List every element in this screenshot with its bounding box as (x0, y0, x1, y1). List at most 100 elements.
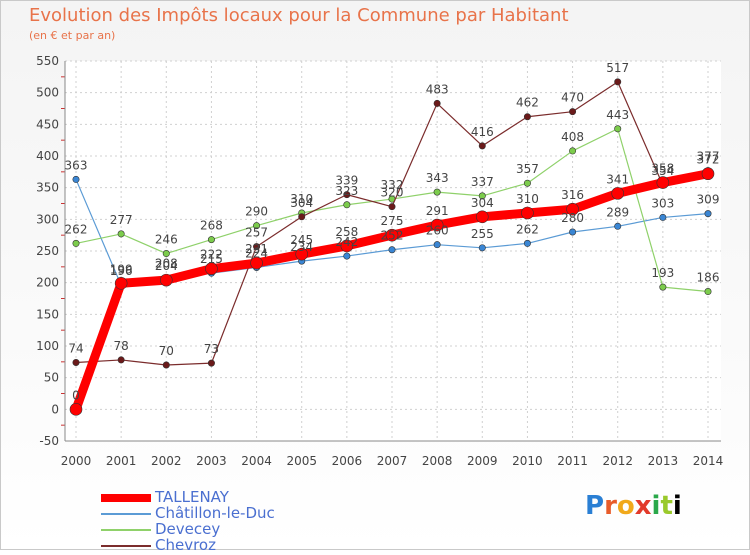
data-label-tallenay: 341 (606, 172, 629, 186)
y-tick-label: 250 (36, 244, 59, 258)
data-label-ch-tillon-le-duc: 224 (245, 246, 268, 260)
y-tick-label: 150 (36, 307, 59, 321)
point-tallenay (475, 210, 489, 224)
x-tick-label: 2002 (151, 454, 182, 468)
data-label-devecey: 290 (245, 205, 268, 219)
data-label-ch-tillon-le-duc: 309 (697, 193, 720, 207)
point-ch-tillon-le-duc (388, 246, 396, 254)
legend-swatch-devecey (101, 529, 151, 531)
point-devecey (117, 230, 125, 238)
data-label-tallenay: 310 (516, 192, 539, 206)
point-chevroz (72, 358, 80, 366)
data-label-chevroz: 74 (68, 341, 83, 355)
point-chevroz (207, 359, 215, 367)
point-tallenay (205, 262, 218, 276)
data-label-chevroz: 354 (651, 164, 674, 178)
point-ch-tillon-le-duc (433, 241, 441, 249)
point-devecey (207, 236, 215, 244)
legend-label-chatillon: Châtillon-le-Duc (155, 504, 275, 522)
data-label-tallenay: 316 (561, 188, 584, 202)
data-label-tallenay: 291 (426, 204, 449, 218)
point-devecey (478, 192, 486, 200)
data-label-tallenay: 231 (245, 242, 268, 256)
data-label-devecey: 310 (290, 192, 313, 206)
data-label-tallenay: 245 (290, 233, 313, 247)
point-chevroz (253, 243, 261, 251)
data-label-tallenay: 372 (697, 153, 720, 167)
data-label-ch-tillon-le-duc: 242 (335, 235, 358, 249)
point-tallenay (611, 187, 625, 200)
point-ch-tillon-le-duc (614, 222, 622, 230)
logo-letter: x (634, 491, 652, 521)
point-devecey (704, 288, 712, 296)
legend-label-tallenay: TALLENAY (155, 488, 229, 506)
point-tallenay (340, 239, 354, 253)
data-label-chevroz: 470 (561, 91, 584, 105)
point-devecey (569, 147, 577, 155)
data-label-chevroz: 73 (204, 342, 219, 356)
data-label-devecey: 262 (65, 222, 88, 236)
data-label-devecey: 343 (426, 171, 449, 185)
x-tick-label: 2003 (196, 454, 227, 468)
data-label-ch-tillon-le-duc: 234 (290, 240, 313, 254)
point-ch-tillon-le-duc (659, 213, 667, 221)
y-tick-label: 100 (36, 339, 59, 353)
point-tallenay (566, 202, 579, 216)
logo-letter: r (604, 491, 617, 521)
data-label-devecey: 332 (381, 178, 404, 192)
point-tallenay (159, 273, 173, 287)
data-label-ch-tillon-le-duc: 262 (516, 222, 539, 236)
point-chevroz (117, 356, 125, 364)
x-tick-label: 2010 (512, 454, 543, 468)
point-chevroz (298, 213, 306, 221)
point-tallenay (114, 276, 128, 290)
data-label-tallenay: 275 (381, 214, 404, 228)
legend-label-devecey: Devecey (155, 520, 221, 538)
point-devecey (433, 188, 441, 196)
x-tick-label: 2005 (286, 454, 317, 468)
point-devecey (253, 222, 261, 230)
data-label-devecey: 193 (651, 266, 674, 280)
point-chevroz (343, 191, 351, 199)
data-label-devecey: 357 (516, 162, 539, 176)
data-label-ch-tillon-le-duc: 196 (110, 264, 133, 278)
data-label-tallenay: 199 (110, 262, 133, 276)
data-label-tallenay: 304 (471, 196, 494, 210)
point-devecey (523, 179, 531, 187)
point-ch-tillon-le-duc (72, 175, 80, 183)
point-chevroz (433, 99, 441, 107)
data-label-devecey: 323 (335, 184, 358, 198)
point-ch-tillon-le-duc (704, 210, 712, 218)
x-tick-label: 2006 (332, 454, 363, 468)
point-tallenay (656, 176, 670, 189)
legend-label-chevroz: Chevroz (155, 536, 216, 554)
x-tick-label: 2008 (422, 454, 453, 468)
chart-subtitle: (en € et par an) (29, 29, 116, 42)
x-tick-label: 2004 (241, 454, 272, 468)
y-tick-label: 350 (36, 181, 59, 195)
data-label-chevroz: 304 (290, 196, 313, 210)
legend-swatch-chatillon (101, 513, 151, 515)
x-tick-label: 2013 (648, 454, 679, 468)
data-label-ch-tillon-le-duc: 303 (651, 196, 674, 210)
logo-letter: o (616, 491, 635, 521)
point-devecey (162, 250, 170, 258)
point-ch-tillon-le-duc (569, 228, 577, 236)
y-tick-label: 500 (36, 86, 59, 100)
point-ch-tillon-le-duc (478, 244, 486, 252)
logo-letter: i (651, 491, 661, 521)
y-tick-label: 550 (36, 54, 59, 68)
x-tick-label: 2000 (61, 454, 92, 468)
data-label-chevroz: 416 (471, 125, 494, 139)
data-label-devecey: 277 (110, 213, 133, 227)
legend-swatch-tallenay (101, 494, 151, 502)
point-devecey (72, 239, 80, 247)
point-chevroz (388, 203, 396, 211)
data-label-chevroz: 257 (245, 226, 268, 240)
data-label-devecey: 246 (155, 233, 178, 247)
data-label-tallenay: 0 (72, 388, 80, 402)
y-tick-label: 400 (36, 149, 59, 163)
point-devecey (343, 201, 351, 209)
data-label-chevroz: 70 (159, 344, 174, 358)
